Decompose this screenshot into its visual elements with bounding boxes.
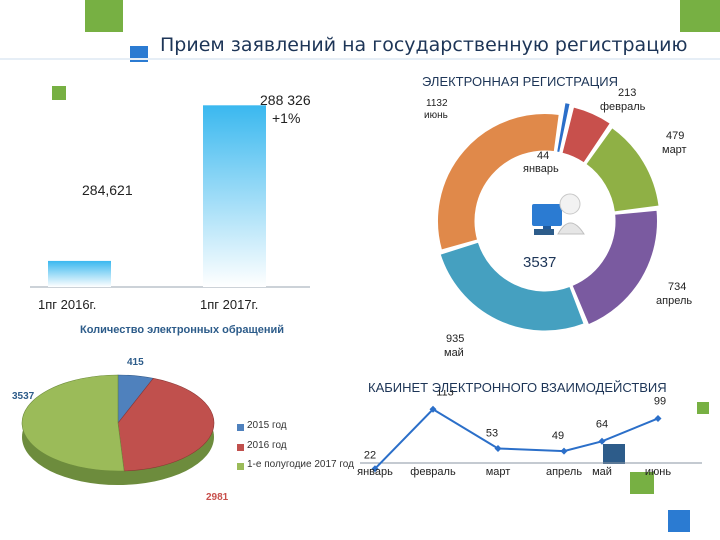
bar-category-label-2017: 1пг 2017г.	[200, 297, 259, 312]
donut-label-jan-value: 44	[537, 150, 550, 162]
line-value-label-июнь: 99	[654, 395, 666, 407]
donut-slice-январь	[556, 102, 571, 154]
donut-label-mar-value: 479	[666, 130, 685, 142]
bar-1	[203, 105, 266, 287]
legend-swatch-2015	[237, 424, 244, 431]
legend-swatch-2016	[237, 444, 244, 451]
line-value-label-февраль: 113	[436, 390, 454, 398]
donut-label-jan-month: январь	[523, 163, 559, 175]
pie3d-value-label-2016: 2981	[206, 492, 229, 503]
donut-label-feb-value: 213	[618, 87, 637, 99]
deco-square-green-corner	[630, 472, 654, 494]
line-category-label-апрель: апрель	[546, 466, 582, 478]
donut-title: ЭЛЕКТРОННАЯ РЕГИСТРАЦИЯ	[422, 74, 619, 89]
pie3d-title: Количество электронных обращений	[80, 324, 285, 336]
bar-value-label-2016: 284,621	[82, 182, 133, 198]
line-value-label-январь: 22	[364, 450, 376, 462]
line-value-label-апрель: 49	[552, 430, 564, 442]
line-point-май	[598, 437, 606, 445]
line-value-label-март: 53	[486, 427, 498, 439]
deco-square-green-top	[85, 0, 123, 32]
pie3d-slice-2	[21, 374, 125, 472]
line-series	[374, 408, 659, 470]
line-point-март	[494, 444, 502, 452]
bar-annotation: +1%	[272, 110, 301, 126]
donut-slice-март	[585, 126, 660, 213]
donut-label-may-value: 935	[446, 333, 465, 345]
line-value-label-май: 64	[596, 418, 608, 430]
donut-chart	[437, 102, 660, 332]
deco-square-navy-bottom	[603, 444, 625, 464]
pie3d-value-label-2017: 3537	[12, 391, 35, 402]
line-title: КАБИНЕТ ЭЛЕКТРОННОГО ВЗАИМОДЕЙСТВИЯ	[368, 380, 667, 395]
legend-label-2017: 1-е полугодие 2017 год	[247, 459, 354, 470]
bar-0	[48, 260, 111, 287]
bar-value-label-2017: 288 326	[260, 92, 311, 108]
deco-square-blue-corner	[668, 510, 690, 532]
line-category-label-июнь: июнь	[645, 466, 671, 478]
deco-square-green-bottom	[697, 402, 709, 414]
line-category-label-май: май	[592, 466, 612, 478]
pie3d-slice-1	[117, 378, 215, 472]
donut-slice-февраль	[561, 106, 611, 164]
deco-line	[0, 58, 720, 60]
donut-label-jun-month: июнь	[424, 110, 448, 121]
page-title: Прием заявлений на государственную регис…	[160, 34, 688, 56]
deco-square-green-mid	[52, 86, 66, 100]
line-point-апрель	[560, 447, 568, 455]
bar-category-label-2016: 1пг 2016г.	[38, 297, 97, 312]
donut-slice-апрель	[571, 209, 658, 326]
line-category-label-март: март	[486, 466, 511, 478]
line-point-январь	[371, 465, 379, 473]
line-category-label-январь: январь	[357, 466, 393, 478]
donut-label-feb-month: февраль	[600, 101, 646, 113]
line-point-февраль	[429, 405, 437, 413]
donut-label-may-month: май	[444, 347, 464, 359]
deco-square-green-right	[680, 0, 720, 32]
donut-label-apr-value: 734	[668, 281, 687, 293]
bar-chart	[30, 105, 310, 288]
line-point-июнь	[654, 414, 662, 422]
donut-total-label: 3537	[523, 254, 557, 271]
line-chart: 22 январь 113 февраль 53 март 49 апрель 64 май 99 и…	[357, 390, 702, 478]
donut-slice-июнь	[437, 113, 560, 251]
donut-label-jun-value: 1132	[426, 98, 448, 109]
pie3d-value-label-2015: 415	[127, 357, 144, 368]
person-at-computer-icon	[532, 193, 585, 235]
legend-label-2015: 2015 год	[247, 420, 287, 431]
legend-label-2016: 2016 год	[247, 440, 287, 451]
donut-slice-май	[439, 241, 585, 332]
donut-label-mar-month: март	[662, 144, 687, 156]
pie3d-chart	[21, 374, 215, 485]
line-category-label-февраль: февраль	[410, 466, 456, 478]
legend-swatch-2017	[237, 463, 244, 470]
donut-label-apr-month: апрель	[656, 295, 693, 307]
